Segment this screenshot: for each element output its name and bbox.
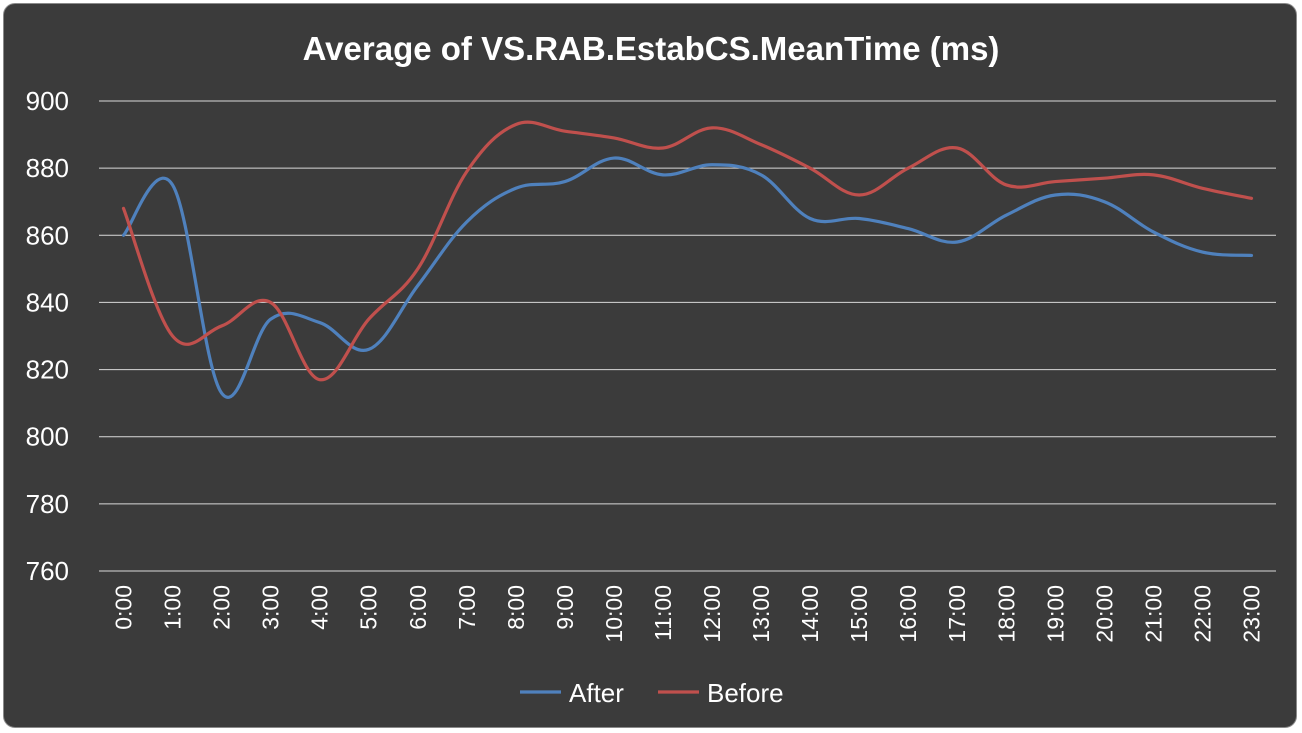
gridlines [99,100,1276,572]
x-tick-label: 17:00 [944,585,970,643]
x-tick-label: 5:00 [356,585,382,630]
legend-label-before: Before [707,678,784,708]
y-tick-label: 820 [26,355,69,385]
y-tick-label: 880 [26,153,69,183]
x-tick-label: 14:00 [797,585,823,643]
legend: After Before [520,678,784,708]
x-tick-label: 11:00 [650,585,676,641]
x-tick-label: 21:00 [1140,585,1166,643]
x-tick-label: 4:00 [307,585,333,630]
y-tick-label: 840 [26,287,69,317]
x-tick-label: 8:00 [503,585,529,630]
chart-title: Average of VS.RAB.EstabCS.MeanTime (ms) [303,30,1000,67]
chart-frame: Average of VS.RAB.EstabCS.MeanTime (ms) … [3,3,1297,728]
y-tick-label: 800 [26,422,69,452]
x-tick-label: 7:00 [454,585,480,630]
x-tick-label: 10:00 [601,585,627,643]
x-tick-label: 1:00 [160,585,186,630]
x-tick-label: 19:00 [1042,585,1068,643]
series-line-before [121,120,1254,382]
series-lines [121,120,1254,399]
x-tick-label: 20:00 [1091,585,1117,643]
x-tick-label: 0:00 [111,585,137,630]
x-tick-label: 23:00 [1238,585,1264,643]
y-axis-ticks: 760 780 800 820 840 860 880 900 [26,86,69,586]
x-axis-ticks: 0:00 1:00 2:00 3:00 4:00 5:00 6:00 7:00 8:00 9:00… [111,585,1265,643]
y-tick-label: 780 [26,489,69,519]
series-line-after [121,156,1254,399]
x-tick-label: 16:00 [895,585,921,643]
line-chart: Average of VS.RAB.EstabCS.MeanTime (ms) … [26,30,1276,708]
x-tick-label: 15:00 [846,585,872,643]
x-tick-label: 12:00 [699,585,725,643]
y-tick-label: 760 [26,556,69,586]
x-tick-label: 2:00 [209,585,235,630]
x-tick-label: 6:00 [405,585,431,630]
legend-label-after: After [569,678,624,708]
x-tick-label: 3:00 [258,585,284,630]
x-tick-label: 9:00 [552,585,578,630]
x-tick-label: 13:00 [748,585,774,643]
x-tick-label: 18:00 [993,585,1019,643]
y-tick-label: 900 [26,86,69,116]
x-tick-label: 22:00 [1189,585,1215,643]
y-tick-label: 860 [26,220,69,250]
